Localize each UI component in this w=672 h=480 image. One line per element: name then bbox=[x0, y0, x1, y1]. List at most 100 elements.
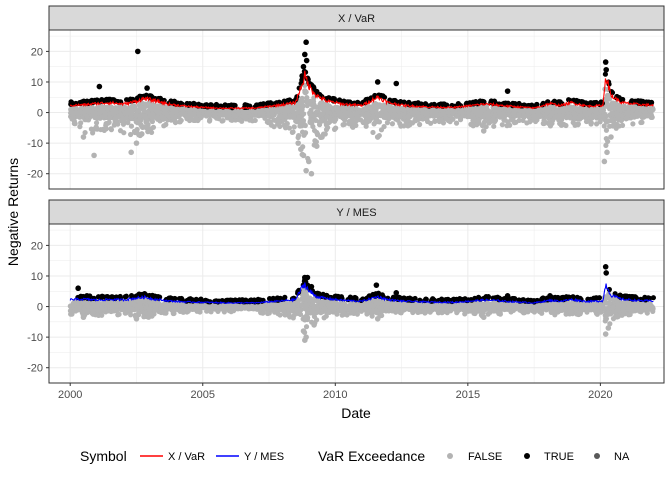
false-point bbox=[307, 111, 313, 117]
false-point bbox=[127, 131, 134, 138]
facet-strip bbox=[48, 199, 665, 225]
false-point bbox=[379, 312, 385, 319]
true-point bbox=[96, 83, 103, 90]
false-point bbox=[290, 108, 296, 114]
false-point bbox=[120, 118, 127, 124]
true-point bbox=[303, 57, 310, 64]
false-point bbox=[161, 123, 167, 129]
false-point bbox=[624, 115, 630, 121]
false-point bbox=[417, 121, 423, 128]
false-point bbox=[156, 110, 162, 116]
false-point bbox=[480, 128, 487, 134]
false-point bbox=[313, 104, 319, 110]
false-point bbox=[99, 105, 105, 111]
false-point bbox=[601, 123, 607, 129]
false-point bbox=[453, 120, 460, 126]
false-point bbox=[151, 114, 157, 120]
false-point bbox=[264, 107, 271, 113]
false-point bbox=[232, 112, 238, 118]
false-point bbox=[78, 120, 84, 126]
false-point bbox=[289, 129, 295, 135]
false-point bbox=[366, 118, 372, 124]
true-point bbox=[99, 97, 105, 103]
false-point bbox=[192, 107, 198, 113]
false-point bbox=[258, 108, 264, 115]
false-point bbox=[220, 112, 226, 118]
false-point bbox=[269, 108, 275, 114]
true-point bbox=[302, 51, 308, 58]
false-point bbox=[454, 113, 460, 119]
false-point bbox=[303, 324, 310, 330]
false-point bbox=[384, 120, 391, 126]
true-point bbox=[276, 99, 282, 105]
y-tick-label: -20 bbox=[27, 169, 43, 181]
false-point bbox=[236, 116, 242, 123]
false-point bbox=[108, 127, 115, 133]
false-point bbox=[286, 125, 293, 131]
false-point bbox=[309, 117, 316, 123]
true-point bbox=[423, 102, 429, 108]
false-point bbox=[618, 117, 625, 124]
true-point bbox=[196, 101, 202, 107]
false-point bbox=[626, 103, 633, 109]
false-point bbox=[162, 110, 168, 116]
false-point bbox=[363, 123, 369, 129]
false-point bbox=[313, 143, 320, 149]
true-point bbox=[473, 98, 479, 105]
false-point bbox=[527, 119, 533, 125]
false-point bbox=[379, 105, 385, 111]
false-point bbox=[291, 312, 298, 318]
false-point bbox=[620, 104, 626, 111]
false-point bbox=[81, 109, 87, 116]
false-point bbox=[80, 134, 87, 140]
false-point bbox=[128, 149, 134, 156]
true-point bbox=[113, 98, 120, 104]
false-point bbox=[157, 105, 163, 112]
false-point bbox=[335, 107, 341, 114]
false-point bbox=[212, 112, 218, 118]
true-point bbox=[341, 98, 347, 104]
false-point bbox=[267, 119, 273, 125]
true-point bbox=[602, 59, 609, 65]
false-point bbox=[492, 107, 499, 114]
false-points-cloud bbox=[67, 286, 656, 343]
false-point bbox=[577, 112, 584, 118]
false-point bbox=[276, 120, 282, 126]
false-point bbox=[505, 119, 511, 125]
false-point bbox=[299, 98, 305, 105]
true-point bbox=[638, 98, 644, 105]
false-point bbox=[299, 129, 306, 135]
false-point bbox=[389, 121, 396, 127]
false-point bbox=[378, 127, 385, 133]
false-point bbox=[358, 117, 364, 123]
false-point bbox=[93, 124, 99, 130]
false-point bbox=[279, 114, 285, 120]
y-tick-label: 10 bbox=[31, 77, 43, 89]
false-point bbox=[556, 117, 562, 123]
false-point bbox=[365, 112, 371, 118]
false-point bbox=[314, 131, 321, 137]
y-tick-label: 0 bbox=[37, 302, 43, 314]
false-point bbox=[128, 123, 135, 129]
false-point bbox=[353, 105, 359, 111]
false-point bbox=[146, 126, 152, 132]
false-point bbox=[311, 113, 317, 119]
false-point bbox=[398, 123, 404, 129]
false-point bbox=[242, 111, 248, 118]
false-point bbox=[133, 140, 140, 146]
false-point bbox=[542, 119, 548, 125]
false-point bbox=[304, 95, 310, 101]
false-point bbox=[570, 119, 576, 126]
false-point bbox=[639, 119, 645, 125]
false-point bbox=[128, 108, 135, 115]
false-point bbox=[281, 122, 288, 128]
false-point bbox=[443, 115, 449, 121]
false-point bbox=[584, 309, 590, 315]
false-point bbox=[340, 106, 346, 112]
false-point bbox=[516, 117, 522, 123]
false-point bbox=[526, 114, 533, 121]
false-point bbox=[536, 113, 542, 120]
false-point bbox=[546, 120, 553, 126]
y-tick-label: -20 bbox=[27, 363, 43, 375]
